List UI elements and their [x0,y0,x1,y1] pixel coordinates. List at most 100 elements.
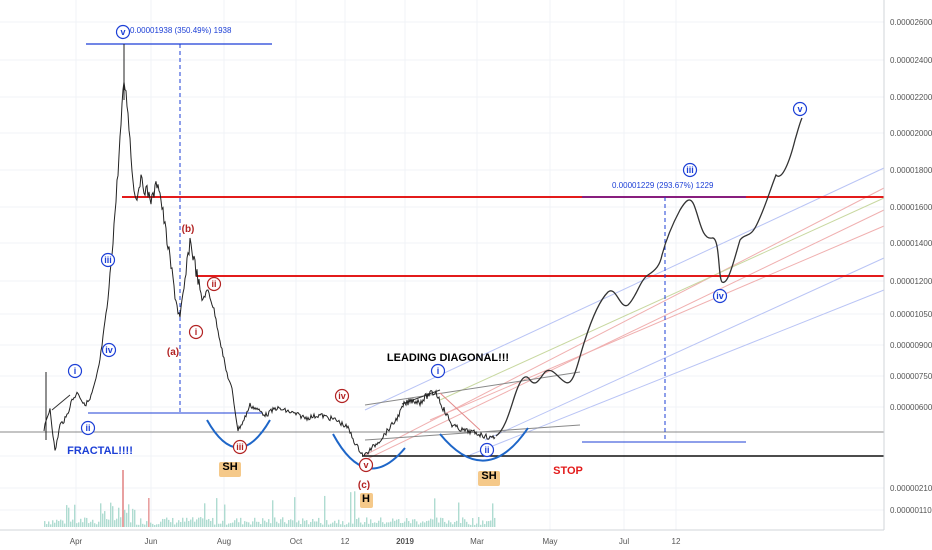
wave-label-circle [80,420,96,436]
volume-bar [340,524,342,527]
volume-bar [354,491,356,527]
volume-bar [470,524,472,527]
channel-line [364,371,581,406]
volume-bar [478,517,480,527]
volume-bar [148,498,150,527]
volume-bar [46,524,48,527]
volume-bar [86,517,88,527]
wave-label: iii [104,255,112,265]
volume-bar [474,524,476,527]
volume-bar [198,517,200,527]
volume-bar [280,519,282,527]
volume-bar [492,503,494,527]
x-tick-label: Jul [619,537,629,546]
volume-bar [74,504,76,527]
volume-bar [480,524,482,527]
x-tick-label: Mar [470,537,484,546]
volume-bar [266,522,268,527]
volume-bar [372,523,374,527]
volume-bar [286,523,288,527]
volume-bar [240,517,242,527]
volume-bar [158,524,160,527]
channel-lines [51,167,885,461]
volume-bar [432,519,434,527]
volume-bar [192,517,194,527]
volume-bar [50,524,52,527]
x-tick-label: Apr [70,537,83,546]
volume-bar [364,522,366,527]
price-line [43,81,496,457]
volume-bar [462,517,464,527]
annotations: viiiiviii(b)iii(a)iiiivv(c)iiiiiiivv0.00… [67,24,808,508]
y-tick-label: 0.00002400 [890,56,932,65]
volume-bar [344,524,346,527]
channel-line [429,225,885,421]
volume-bar [132,508,134,527]
volume-bar [108,519,110,527]
x-tick-label: Jun [145,537,158,546]
volume-bar [448,520,450,527]
volume-bar [78,522,80,527]
volume-bar [310,521,312,527]
volume-bar [454,521,456,527]
volume-bar [442,518,444,527]
wave-label-circle [101,342,117,358]
volume-bar [84,517,86,527]
y-tick-label: 0.00000600 [890,403,932,412]
volume-bar [282,517,284,527]
volume-bar [54,522,56,527]
volume-bar [128,504,130,527]
volume-bar [262,518,264,527]
volume-bar [116,518,118,527]
annotation-label: STOP [553,465,583,477]
channel-line [484,257,885,441]
volume-bar [80,518,82,527]
volume-bar [136,524,138,527]
volume-bar [460,523,462,527]
volume-bar [174,524,176,527]
volume-bar [424,522,426,527]
volume-bar [130,522,132,527]
volume-bar [358,517,360,527]
volume-bar [296,522,298,527]
volume-bar [166,517,168,527]
volume-bar [318,517,320,527]
volume-bar [232,522,234,527]
wave-label-circle [712,288,728,304]
volume-bar [430,518,432,527]
channel-line [364,209,885,461]
volume-bar [96,524,98,527]
volume-bar [58,521,60,527]
volume-bar [104,511,106,527]
wave-label: v [797,104,802,114]
volume-bar [362,524,364,527]
volume-bar [178,520,180,527]
volume-bar [468,524,470,527]
volume-bar [466,521,468,527]
y-tick-label: 0.00002600 [890,18,932,27]
y-tick-label: 0.00001050 [890,310,932,319]
channel-line [439,392,481,431]
price-levels: 0.000016530.000012380.000004680.00000354 [0,43,932,462]
volume-bar [370,519,372,527]
volume-bar [60,519,62,527]
volume-bar [118,507,120,527]
projection-line [495,117,803,437]
volume-bar [146,521,148,527]
wave-label-circle [100,252,116,268]
volume-bar [356,518,358,527]
volume-bar [68,507,70,527]
wave-label-circle [334,388,350,404]
volume-bar [396,519,398,527]
volume-bar [472,518,474,527]
wave-label: ii [211,279,216,289]
volume-bar [92,519,94,527]
volume-bar [350,492,352,527]
wave-label: iv [338,391,346,401]
y-tick-label: 0.00000900 [890,341,932,350]
arc-line [439,427,529,462]
volume-bar [276,521,278,527]
volume-bar [326,520,328,527]
volume-bar [162,518,164,527]
